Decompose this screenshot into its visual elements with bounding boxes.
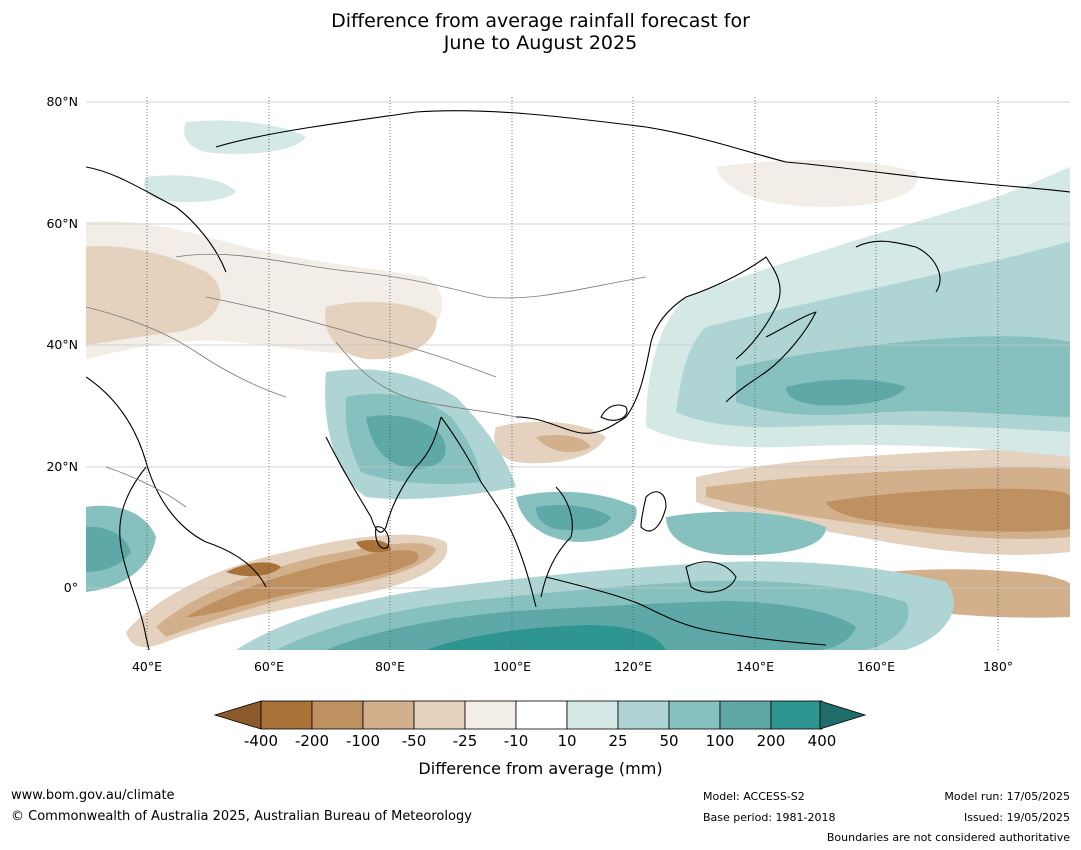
colorbar-tick: 50 [659, 732, 679, 750]
issued-text: Issued: 19/05/2025 [963, 811, 1070, 824]
colorbar-bin [260, 700, 313, 730]
colorbar-tick: -10 [503, 732, 529, 750]
colorbar-tick: 25 [608, 732, 628, 750]
lon-label-180: 180° [982, 659, 1014, 674]
lat-label-20n: 20°N [46, 459, 78, 474]
longitude-gridlines [146, 97, 999, 650]
lon-label-100e: 100°E [492, 659, 531, 674]
title-line-2: June to August 2025 [443, 32, 638, 54]
lon-label-160e: 160°E [856, 659, 895, 674]
colorbar [214, 700, 866, 730]
colorbar-below-min [214, 700, 262, 730]
colorbar-tick: 400 [807, 732, 837, 750]
colorbar-bin [362, 700, 415, 730]
lat-label-40n: 40°N [46, 337, 78, 352]
lat-label-0: 0° [63, 580, 78, 595]
disclaimer-text: Boundaries are not considered authoritat… [826, 831, 1070, 844]
model-text: Model: ACCESS-S2 [703, 790, 805, 803]
colorbar-tick: -400 [243, 732, 279, 750]
wet-anomaly-areas [86, 120, 1070, 650]
colorbar-bin [311, 700, 364, 730]
colorbar-bin [617, 700, 670, 730]
rainfall-map [86, 97, 1070, 650]
title-line-1: Difference from average rainfall forecas… [331, 10, 750, 32]
colorbar-bin [413, 700, 466, 730]
lat-label-60n: 60°N [46, 216, 78, 231]
colorbar-tick: 100 [705, 732, 735, 750]
chart-title: Difference from average rainfall forecas… [0, 10, 1081, 54]
base-period-text: Base period: 1981-2018 [703, 811, 836, 824]
colorbar-above-max [819, 700, 866, 730]
colorbar-tick: 200 [756, 732, 786, 750]
colorbar-bins [260, 700, 823, 730]
colorbar-tick: 10 [557, 732, 577, 750]
colorbar-bin [770, 700, 823, 730]
website-text: www.bom.gov.au/climate [11, 788, 175, 803]
colorbar-tick: -50 [401, 732, 427, 750]
colorbar-bin [515, 700, 568, 730]
colorbar-label: Difference from average (mm) [418, 759, 663, 778]
lon-label-140e: 140°E [735, 659, 774, 674]
colorbar-tick: -100 [345, 732, 381, 750]
lon-label-40e: 40°E [131, 659, 163, 674]
latitude-gridlines [86, 101, 1070, 589]
colorbar-bin [668, 700, 721, 730]
colorbar-tick: -200 [294, 732, 330, 750]
copyright-text: © Commonwealth of Australia 2025, Austra… [11, 809, 472, 824]
colorbar-bin [719, 700, 772, 730]
country-borders [86, 253, 647, 508]
lat-label-80n: 80°N [46, 94, 78, 109]
lon-label-80e: 80°E [374, 659, 406, 674]
colorbar-bin [566, 700, 619, 730]
lon-label-120e: 120°E [613, 659, 652, 674]
lon-label-60e: 60°E [253, 659, 285, 674]
model-run-text: Model run: 17/05/2025 [944, 790, 1070, 803]
colorbar-tick: -25 [452, 732, 478, 750]
map-canvas [86, 97, 1070, 650]
coastlines [86, 110, 1070, 650]
colorbar-bin [464, 700, 517, 730]
